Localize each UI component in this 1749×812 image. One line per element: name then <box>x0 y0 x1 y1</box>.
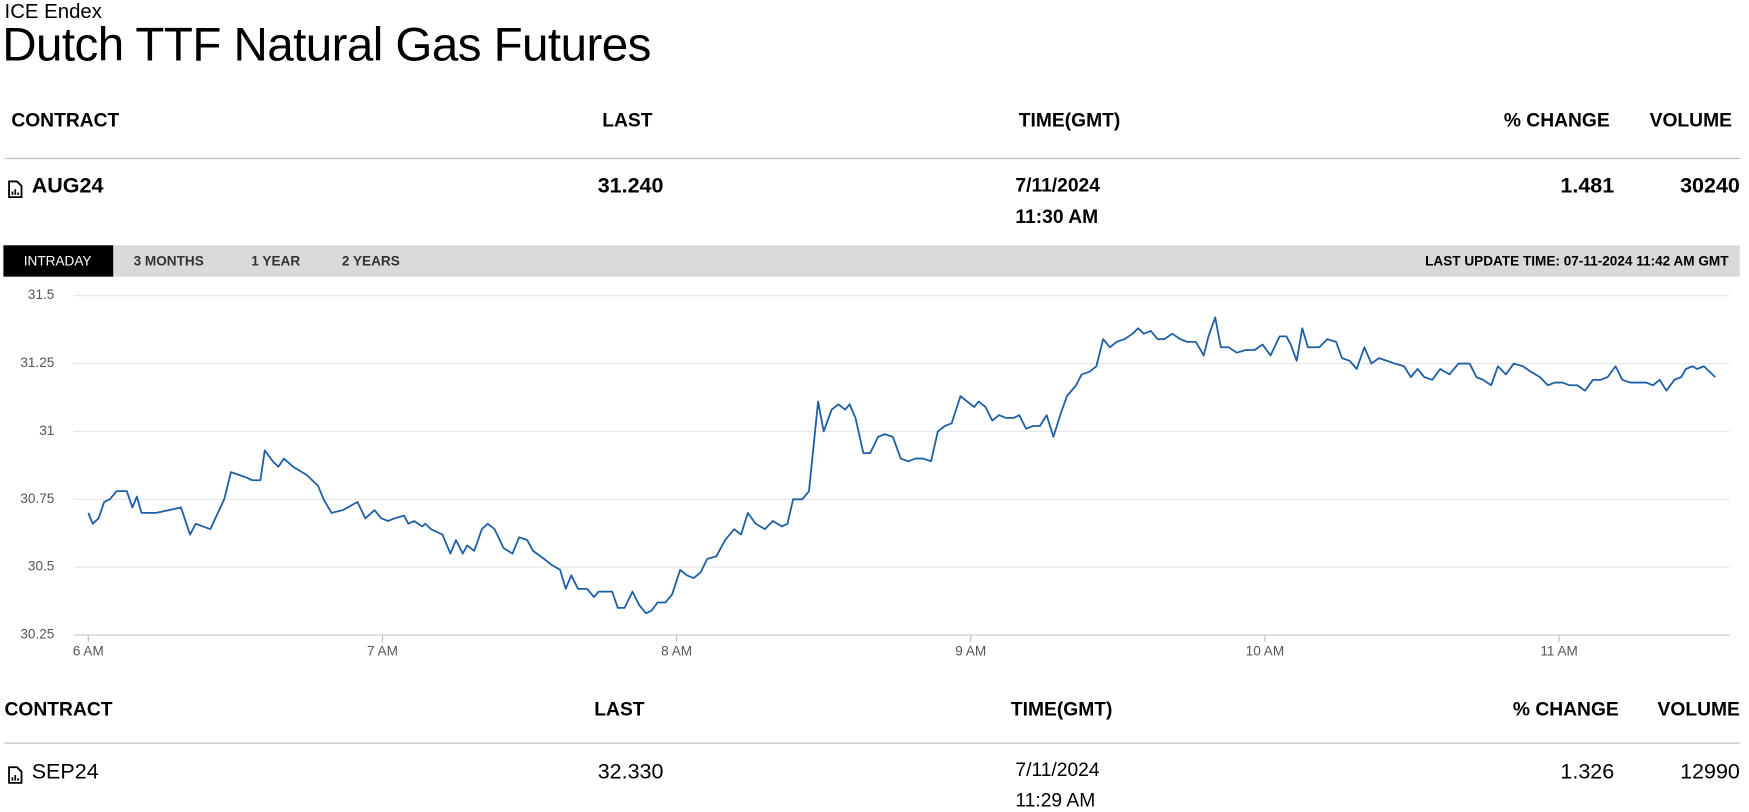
chart-toolbar <box>3 245 1740 277</box>
column-header: CONTRACT <box>4 698 113 721</box>
exchange: ICE Endex <box>4 0 102 23</box>
contract-icon <box>8 766 23 784</box>
trade-date: 7/11/2024 <box>1015 759 1100 781</box>
last-price: 32.330 <box>597 760 664 784</box>
divider <box>4 157 1740 160</box>
x-tick-label: 6 AM <box>73 643 104 658</box>
tab[interactable]: 2 YEARS <box>341 253 400 269</box>
x-tick-label: 7 AM <box>367 643 398 658</box>
column-header: % CHANGE <box>1503 109 1610 132</box>
last-price: 31.240 <box>597 174 664 199</box>
trade-time: 11:29 AM <box>1015 789 1096 811</box>
column-header: % CHANGE <box>1512 698 1619 721</box>
trade-time: 11:30 AM <box>1015 206 1099 228</box>
page-title: Dutch TTF Natural Gas Futures <box>2 17 651 71</box>
y-tick-label: 31.5 <box>28 287 54 302</box>
tab[interactable]: 1 YEAR <box>251 253 301 269</box>
divider <box>4 742 1740 744</box>
last-update: LAST UPDATE TIME: 07-11-2024 11:42 AM GM… <box>1425 253 1729 269</box>
tab[interactable]: 3 MONTHS <box>133 253 204 269</box>
column-header: LAST <box>602 109 653 132</box>
trade-date: 7/11/2024 <box>1015 174 1100 196</box>
tab[interactable]: INTRADAY <box>23 253 92 269</box>
volume: 12990 <box>1680 760 1740 784</box>
y-tick-label: 30.5 <box>28 559 54 574</box>
contract-icon <box>8 180 23 199</box>
column-header: TIME(GMT) <box>1010 698 1113 721</box>
column-header: CONTRACT <box>11 109 120 132</box>
price-line <box>87 316 1716 615</box>
y-tick-label: 31 <box>39 423 54 438</box>
y-tick-label: 30.75 <box>20 491 54 506</box>
y-tick-label: 30.25 <box>20 627 54 642</box>
percent-change: 1.481 <box>1560 174 1615 199</box>
column-header: TIME(GMT) <box>1018 109 1121 132</box>
percent-change: 1.326 <box>1560 760 1615 784</box>
volume: 30240 <box>1680 174 1740 199</box>
contract-link[interactable]: SEP24 <box>31 760 99 784</box>
x-tick-label: 11 AM <box>1540 643 1577 658</box>
x-tick-label: 8 AM <box>661 643 692 658</box>
column-header: LAST <box>594 698 645 721</box>
contract-link[interactable]: AUG24 <box>31 174 104 199</box>
active-tab-bg <box>3 245 114 277</box>
x-tick-label: 9 AM <box>955 643 986 658</box>
chart: 30.25 30.5 30.75 31 31.25 31.5 6 AM 7 AM 8 AM 9 A… <box>20 287 1730 658</box>
y-tick-label: 31.25 <box>20 355 54 370</box>
x-tick-label: 10 AM <box>1246 643 1284 658</box>
column-header: VOLUME <box>1649 109 1732 132</box>
column-header: VOLUME <box>1657 698 1740 721</box>
